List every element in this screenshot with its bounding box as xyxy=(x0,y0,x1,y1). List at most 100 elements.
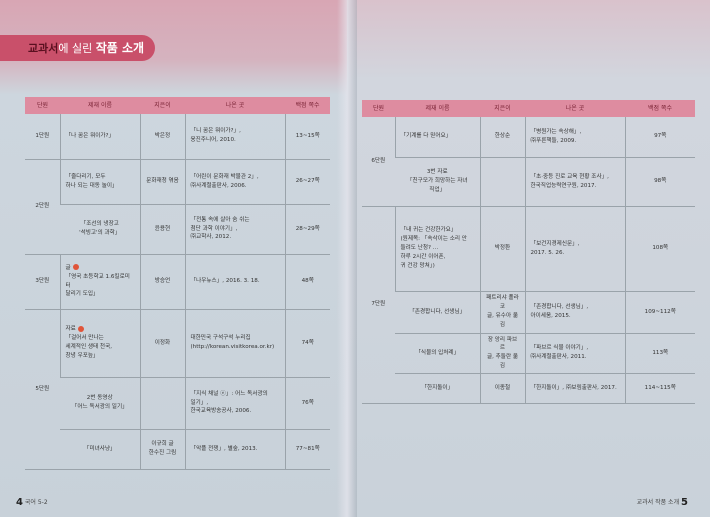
header-unit: 단원 xyxy=(362,100,395,117)
title-main: 작품 소개 xyxy=(95,41,145,55)
table-row: 2단원 「줄다리기, 모두 하나 되는 대동 놀이」 문화재청 엮음 「어린이 문화재… xyxy=(25,158,330,255)
title-cell: 3번 자료 「친구모가 희망하는 자녀 직업」 xyxy=(395,157,480,207)
source-cell: 「나우뉴스」, 2016. 3. 18. xyxy=(184,253,285,310)
author-cell: 장 앙리 파브르 글, 추둘란 옮김 xyxy=(479,333,525,375)
title-cell: 「줄다리기, 모두 하나 되는 대동 놀이」 xyxy=(59,158,140,205)
source-cell: 「니 꿈은 뭐이가?」, 웅진주니어, 2010. xyxy=(184,114,285,160)
title-cell: 「나 꿈은 뭐이가?」 xyxy=(59,114,140,160)
unit-cell: 1단원 xyxy=(25,114,60,160)
pages-cell: 97쪽 xyxy=(624,117,695,158)
table-row: 「식물의 입처례」 장 앙리 파브르 글, 추둘란 옮김 「파브르 식물 이야기」,… xyxy=(362,333,695,375)
pages-cell: 28~29쪽 xyxy=(284,204,330,255)
pages-cell: 114~115쪽 xyxy=(624,373,695,405)
title-mid: 에 실린 xyxy=(58,42,93,55)
source-cell: 「존경합니다, 선생님」, 아이세움, 2015. xyxy=(524,291,625,334)
pages-cell: 77~81쪽 xyxy=(284,429,330,470)
table-row: 1단원 「나 꿈은 뭐이가?」 박은정 「니 꿈은 뭐이가?」, 웅진주니어, 201… xyxy=(25,114,330,160)
page-number: 5 xyxy=(681,497,688,508)
author-cell: 박정환 xyxy=(479,205,525,292)
title-cell: 「한지돌이」 xyxy=(395,373,480,405)
author-cell: 방승언 xyxy=(139,253,185,310)
table-row: 「존경합니다, 선생님」 패트리샤 폴라코 글, 유수아 옮김 「존경합니다, 선생… xyxy=(362,291,695,334)
source-cell: 대한민국 구석구석 누리집 (http://korean.visitkorea.… xyxy=(184,308,285,378)
table-row: 2번 동영상 「어느 독서광의 일기」 「지식 채널 ⓔ」: 어느 독서광의 일기… xyxy=(25,377,330,430)
author-cell: 한상순 xyxy=(479,117,525,158)
title-cell: 2번 동영상 「어느 독서광의 일기」 xyxy=(60,377,140,430)
table-row: 5단원 자료 「걸어서 만나는 세계적인 생태 천국, 창녕 우포늪」 이정화 대한민국… xyxy=(25,308,330,470)
source-cell: 「한지돌이」, ㈜보림출판사, 2017. xyxy=(524,373,625,405)
unit-cell: 6단원 xyxy=(362,117,395,207)
table-header: 단원 제재 이름 지은이 나온 곳 백점 쪽수 xyxy=(362,100,695,117)
pages-cell: 76쪽 xyxy=(284,377,330,430)
page-label: 교과서 작품 소개 xyxy=(636,499,680,506)
title-cell: 자료 「걸어서 만나는 세계적인 생태 천국, 창녕 우포늪」 xyxy=(59,308,140,378)
author-cell: 패트리샤 폴라코 글, 유수아 옮김 xyxy=(479,291,525,334)
header-source: 나온 곳 xyxy=(185,97,285,114)
author-cell: 이규희 글 한수진 그림 xyxy=(139,429,185,470)
bullet-icon xyxy=(77,325,84,332)
header-unit: 단원 xyxy=(25,97,60,114)
bullet-icon xyxy=(72,264,79,271)
title-prefix: 교과서 xyxy=(28,42,59,55)
author-cell xyxy=(139,377,185,430)
pages-cell: 74쪽 xyxy=(284,308,330,378)
unit-cell: 5단원 xyxy=(25,308,60,470)
title-cell: 「조선의 냉장고 '석빙고'의 과학」 xyxy=(60,204,140,255)
book-spine xyxy=(337,0,357,517)
header-author: 지은이 xyxy=(480,100,525,117)
pages-cell: 113쪽 xyxy=(624,333,695,375)
unit-cell: 2단원 xyxy=(25,158,60,255)
title-cell: 「존경합니다, 선생님」 xyxy=(395,291,480,334)
author-cell: 이정화 xyxy=(139,308,185,378)
item-label: 글 xyxy=(65,264,71,271)
unit-cell: 3단원 xyxy=(25,253,60,310)
header-title: 제재 이름 xyxy=(395,100,480,117)
page-number: 4 xyxy=(16,497,23,508)
table-row: 「한지돌이」 이종철 「한지돌이」, ㈜보림출판사, 2017. 114~115쪽 xyxy=(362,373,695,405)
unit-cell: 7단원 xyxy=(362,205,395,405)
source-cell: 「악플 전쟁」, 별숲, 2013. xyxy=(184,429,285,470)
title-cell: 「식물의 입처례」 xyxy=(395,333,480,375)
pages-cell: 13~15쪽 xyxy=(284,114,330,160)
header-author: 지은이 xyxy=(140,97,185,114)
source-cell: 「전통 속에 살아 숨 쉬는 첨단 과학 이야기」, ㈜교학사, 2012. xyxy=(184,204,285,255)
table-row: 6단원 「기계를 다 믿어요」 한상순 「병원가는 속상해」, ㈜푸른책들, 2009… xyxy=(362,117,695,207)
works-table-left: 단원 제재 이름 지은이 나온 곳 백점 쪽수 1단원 「나 꿈은 뭐이가?」 박은정 「니 … xyxy=(25,97,330,470)
table-row: 7단원 「내 귀는 건강한가요」 (원제목: 「속삭이는 소리 안 들려도 난청?… xyxy=(362,205,695,405)
works-table-right: 단원 제재 이름 지은이 나온 곳 백점 쪽수 6단원 「기계를 다 믿어요」 한상순 「병원… xyxy=(362,100,695,405)
author-cell: 문화재청 엮음 xyxy=(139,158,185,205)
pages-cell: 26~27쪽 xyxy=(284,158,330,205)
title-cell: 「미녀사냥」 xyxy=(60,429,140,470)
page-label: 국어 5-2 xyxy=(24,499,48,506)
pages-cell: 98쪽 xyxy=(624,157,695,207)
pages-cell: 108쪽 xyxy=(624,205,695,292)
right-footer: 교과서 작품 소개 5 xyxy=(637,497,688,508)
source-cell: 「초·중등 진로 교육 현황 조사」, 한국직업능력연구원, 2017. xyxy=(524,157,625,207)
header-pages: 백점 쪽수 xyxy=(625,100,695,117)
section-title-banner: 교과서에 실린 작품 소개 xyxy=(0,35,155,61)
author-cell: 박은정 xyxy=(139,114,185,160)
table-row: 3번 자료 「친구모가 희망하는 자녀 직업」 「초·중등 진로 교육 현황 조사… xyxy=(362,157,695,207)
item-label: 자료 xyxy=(65,326,76,333)
pages-cell: 109~112쪽 xyxy=(624,291,695,334)
header-title: 제재 이름 xyxy=(60,97,140,114)
pages-cell: 48쪽 xyxy=(284,253,330,310)
header-source: 나온 곳 xyxy=(525,100,625,117)
table-row: 「조선의 냉장고 '석빙고'의 과학」 윤용현 「전통 속에 살아 숨 쉬는 첨단 … xyxy=(25,204,330,255)
author-cell: 윤용현 xyxy=(139,204,185,255)
table-row: 3단원 글 「영국 초등학교 1.6킬로미터 달리기 도입」 방승언 「나우뉴스」, 2… xyxy=(25,253,330,310)
author-cell xyxy=(479,157,525,207)
left-footer: 4 국어 5-2 xyxy=(16,497,48,508)
title-text: 「영국 초등학교 1.6킬로미터 달리기 도입」 xyxy=(65,273,130,298)
table-header: 단원 제재 이름 지은이 나온 곳 백점 쪽수 xyxy=(25,97,330,114)
source-cell: 「파브르 식물 이야기」, ㈜사계절출판사, 2011. xyxy=(524,333,625,375)
source-cell: 「병원가는 속상해」, ㈜푸른책들, 2009. xyxy=(524,117,625,158)
title-cell: 「내 귀는 건강한가요」 (원제목: 「속삭이는 소리 안 들려도 난청? … … xyxy=(394,205,480,292)
title-text: 「걸어서 만나는 세계적인 생태 천국, 창녕 우포늪」 xyxy=(65,335,113,359)
source-cell: 「보건지경제신문」, 2017. 5. 26. xyxy=(524,205,625,292)
source-cell: 「어린이 문화재 박물관 2」, ㈜사계절출판사, 2006. xyxy=(184,158,285,205)
title-cell: 「기계를 다 믿어요」 xyxy=(394,117,480,158)
header-pages: 백점 쪽수 xyxy=(285,97,330,114)
author-cell: 이종철 xyxy=(479,373,525,405)
source-cell: 「지식 채널 ⓔ」: 어느 독서광의 일기」, 한국교육방송공사, 2006. xyxy=(184,377,285,430)
